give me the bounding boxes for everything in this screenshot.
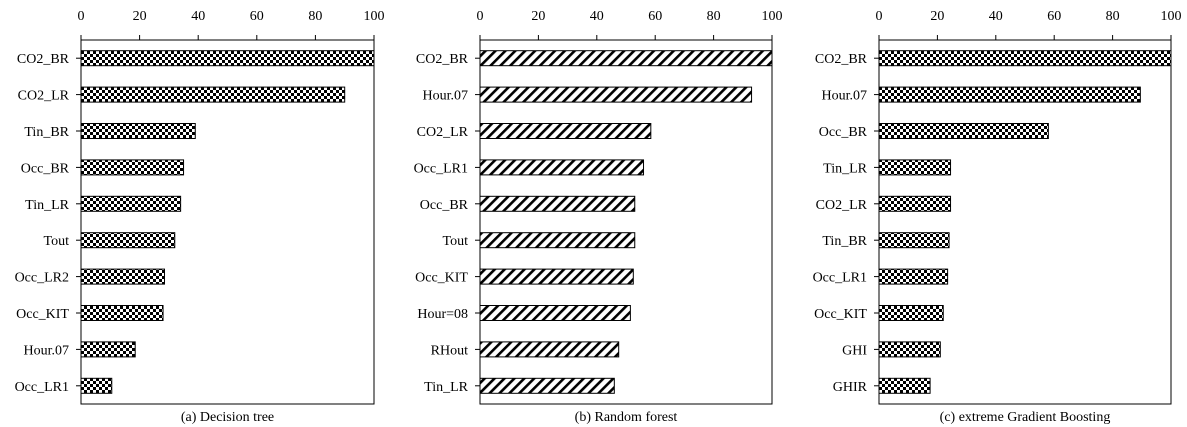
x-tick-label: 100 — [1161, 9, 1182, 24]
category-label: Tout — [443, 234, 469, 249]
category-label: CO2_BR — [815, 52, 868, 67]
category-label: Occ_LR1 — [15, 380, 69, 395]
x-tick-label: 40 — [989, 9, 1003, 24]
category-label: GHI — [842, 343, 867, 358]
category-label: Hour.07 — [423, 89, 469, 104]
x-tick-label: 100 — [364, 9, 385, 24]
bar — [878, 341, 941, 358]
category-label: Tin_LR — [25, 198, 70, 213]
bar — [878, 159, 952, 176]
category-label: Occ_KIT — [415, 271, 468, 286]
category-label: Occ_BR — [21, 161, 70, 176]
panel-caption: (b) Random forest — [575, 410, 678, 425]
bar — [878, 305, 944, 321]
bar — [878, 50, 1172, 67]
category-label: CO2_LR — [816, 198, 868, 213]
category-label: Hour=08 — [417, 307, 468, 322]
bar — [479, 195, 636, 212]
plot-frame — [479, 39, 773, 405]
category-label: Occ_BR — [420, 198, 469, 213]
bar — [479, 305, 631, 321]
x-tick-label: 60 — [1047, 9, 1061, 24]
category-label: Occ_LR1 — [414, 161, 468, 176]
bar — [479, 268, 634, 285]
x-tick-label: 80 — [308, 9, 322, 24]
category-label: CO2_BR — [416, 52, 469, 67]
bar — [878, 377, 931, 394]
bar — [80, 50, 375, 67]
x-tick-label: 0 — [876, 9, 883, 24]
bar — [80, 305, 164, 321]
bar — [878, 268, 949, 285]
x-tick-label: 80 — [1106, 9, 1120, 24]
panel-caption: (a) Decision tree — [181, 410, 274, 425]
bar — [479, 50, 773, 67]
category-label: Tin_BR — [24, 125, 69, 140]
bar — [80, 195, 182, 212]
bar — [80, 86, 346, 103]
bar — [479, 123, 652, 139]
bar — [479, 86, 753, 103]
category-label: RHout — [431, 343, 468, 358]
x-tick-label: 40 — [191, 9, 205, 24]
category-label: Tin_LR — [424, 380, 469, 395]
x-tick-label: 20 — [531, 9, 545, 24]
category-label: Tin_BR — [822, 234, 867, 249]
chart-panel-3: 0 20 40 60 80 100 CO2_BR Hour.07 Occ_BR Tin_LR CO2… — [813, 9, 1182, 425]
x-tick-label: 40 — [590, 9, 604, 24]
category-label: Occ_LR2 — [15, 271, 69, 286]
category-label: GHIR — [833, 380, 868, 395]
category-label: Occ_BR — [819, 125, 868, 140]
bar — [80, 268, 166, 285]
bar — [479, 377, 615, 394]
category-label: CO2_LR — [18, 89, 70, 104]
x-tick-label: 0 — [78, 9, 85, 24]
category-label: Hour.07 — [24, 343, 70, 358]
category-label: Occ_KIT — [814, 307, 867, 322]
x-tick-label: 60 — [250, 9, 264, 24]
x-tick-label: 20 — [930, 9, 944, 24]
bar — [878, 232, 950, 249]
bar — [80, 123, 196, 139]
category-label: CO2_LR — [417, 125, 469, 140]
chart-panel-1: 0 20 40 60 80 100 CO2_BR CO2_LR Tin_BR Occ_BR Tin_… — [15, 9, 385, 425]
bar — [80, 159, 185, 176]
category-label: Tout — [44, 234, 70, 249]
category-label: Tin_LR — [823, 161, 868, 176]
category-label: Hour.07 — [822, 89, 868, 104]
x-tick-label: 20 — [133, 9, 147, 24]
bar — [479, 341, 620, 358]
bar — [878, 86, 1141, 103]
chart-panel-2: 0 20 40 60 80 100 CO2_BR Hour.07 CO2_LR Occ_LR1 Oc… — [414, 9, 783, 425]
plot-frame — [80, 39, 375, 405]
bar — [80, 377, 113, 394]
category-label: Occ_LR1 — [813, 271, 867, 286]
x-tick-label: 0 — [477, 9, 484, 24]
bar — [80, 232, 176, 249]
category-label: Occ_KIT — [16, 307, 69, 322]
category-label: CO2_BR — [17, 52, 70, 67]
bar — [878, 195, 952, 212]
panel-caption: (c) extreme Gradient Boosting — [940, 410, 1111, 425]
bar — [878, 123, 1049, 139]
bar — [479, 159, 645, 176]
x-tick-label: 100 — [762, 9, 783, 24]
bar — [80, 341, 136, 358]
bar — [479, 232, 636, 249]
x-tick-label: 60 — [648, 9, 662, 24]
plot-frame — [878, 39, 1172, 405]
x-tick-label: 80 — [707, 9, 721, 24]
